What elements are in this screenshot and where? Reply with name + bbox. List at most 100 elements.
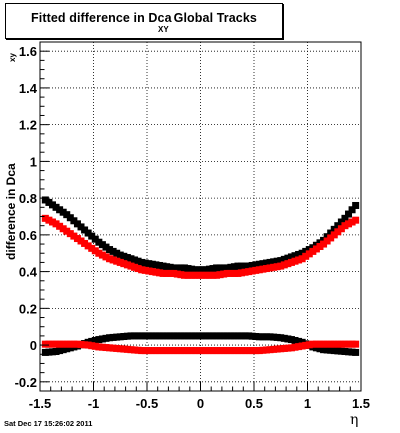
data-point [341, 340, 349, 348]
data-point [216, 347, 224, 355]
data-point [159, 347, 167, 355]
data-point [216, 271, 224, 279]
data-point [134, 265, 142, 273]
x-tick-label: -0.5 [136, 396, 158, 411]
data-point [327, 234, 335, 242]
data-point [77, 237, 85, 245]
data-point [84, 242, 92, 250]
data-point [245, 332, 253, 340]
data-point [91, 247, 99, 255]
data-point [52, 220, 60, 228]
data-point [152, 261, 160, 269]
data-point [188, 347, 196, 355]
data-point [59, 346, 67, 354]
data-point [59, 225, 67, 233]
data-point [173, 270, 181, 278]
data-point [109, 256, 117, 264]
y-tick-label: 1.2 [19, 118, 37, 133]
data-point [320, 236, 328, 244]
data-point [170, 264, 178, 272]
data-point [284, 254, 292, 262]
data-point [77, 223, 85, 231]
data-point [295, 343, 303, 351]
data-point [131, 256, 139, 264]
chart-title-suffix: Global Tracks [173, 11, 257, 25]
data-point [227, 269, 235, 277]
data-point [95, 343, 103, 351]
data-point [348, 206, 356, 214]
data-point [98, 335, 106, 343]
data-point [252, 347, 260, 355]
data-point [213, 264, 221, 272]
data-point [298, 342, 306, 350]
data-point [327, 346, 335, 354]
data-point [63, 211, 71, 219]
data-point [270, 345, 278, 353]
data-point [188, 271, 196, 279]
data-point [309, 244, 317, 252]
data-point [191, 271, 199, 279]
data-point [198, 347, 206, 355]
data-point [163, 332, 171, 340]
data-point [348, 218, 356, 226]
data-point [312, 340, 320, 348]
data-point [170, 347, 178, 355]
data-point [241, 347, 249, 355]
data-point [148, 260, 156, 268]
data-point [248, 267, 256, 275]
data-point [145, 347, 153, 355]
data-point [295, 256, 303, 264]
data-point [56, 347, 64, 355]
data-point [81, 239, 89, 247]
y-tick-labels: -0.2 0 0.2 0.4 0.6 0.8 1 1.2 1.4 1.6 [15, 44, 38, 390]
data-point [284, 344, 292, 352]
data-point [327, 229, 335, 237]
data-point [234, 262, 242, 270]
data-point [173, 347, 181, 355]
data-point [170, 332, 178, 340]
data-point [230, 332, 238, 340]
y-axis-label-subscript: xy [8, 53, 17, 62]
data-point [95, 336, 103, 344]
data-point [284, 260, 292, 268]
data-point [273, 333, 281, 341]
data-point [166, 263, 174, 271]
data-point [102, 344, 110, 352]
data-point [184, 271, 192, 279]
data-point [84, 229, 92, 237]
data-point [202, 266, 210, 274]
y-tick-label: 0.8 [19, 191, 37, 206]
data-point [91, 342, 99, 350]
data-point [323, 233, 331, 241]
data-point [138, 347, 146, 355]
data-point [177, 271, 185, 279]
data-point [305, 250, 313, 258]
data-point [120, 333, 128, 341]
data-point [284, 335, 292, 343]
data-point [223, 332, 231, 340]
x-tick-label: 1 [304, 396, 311, 411]
data-point [163, 269, 171, 277]
data-points [41, 196, 360, 356]
data-point [102, 334, 110, 342]
data-point [262, 346, 270, 354]
data-point [337, 340, 345, 348]
data-point [95, 249, 103, 257]
data-point [63, 345, 71, 353]
data-point [48, 348, 56, 356]
data-point [88, 342, 96, 350]
data-point [48, 201, 56, 209]
data-point [298, 249, 306, 257]
data-point [248, 332, 256, 340]
data-point [205, 271, 213, 279]
data-point [145, 267, 153, 275]
data-point [230, 269, 238, 277]
data-point [188, 332, 196, 340]
data-point [348, 348, 356, 356]
data-point [163, 263, 171, 271]
data-point [123, 345, 131, 353]
data-point [341, 214, 349, 222]
data-point [216, 332, 224, 340]
data-point [145, 332, 153, 340]
